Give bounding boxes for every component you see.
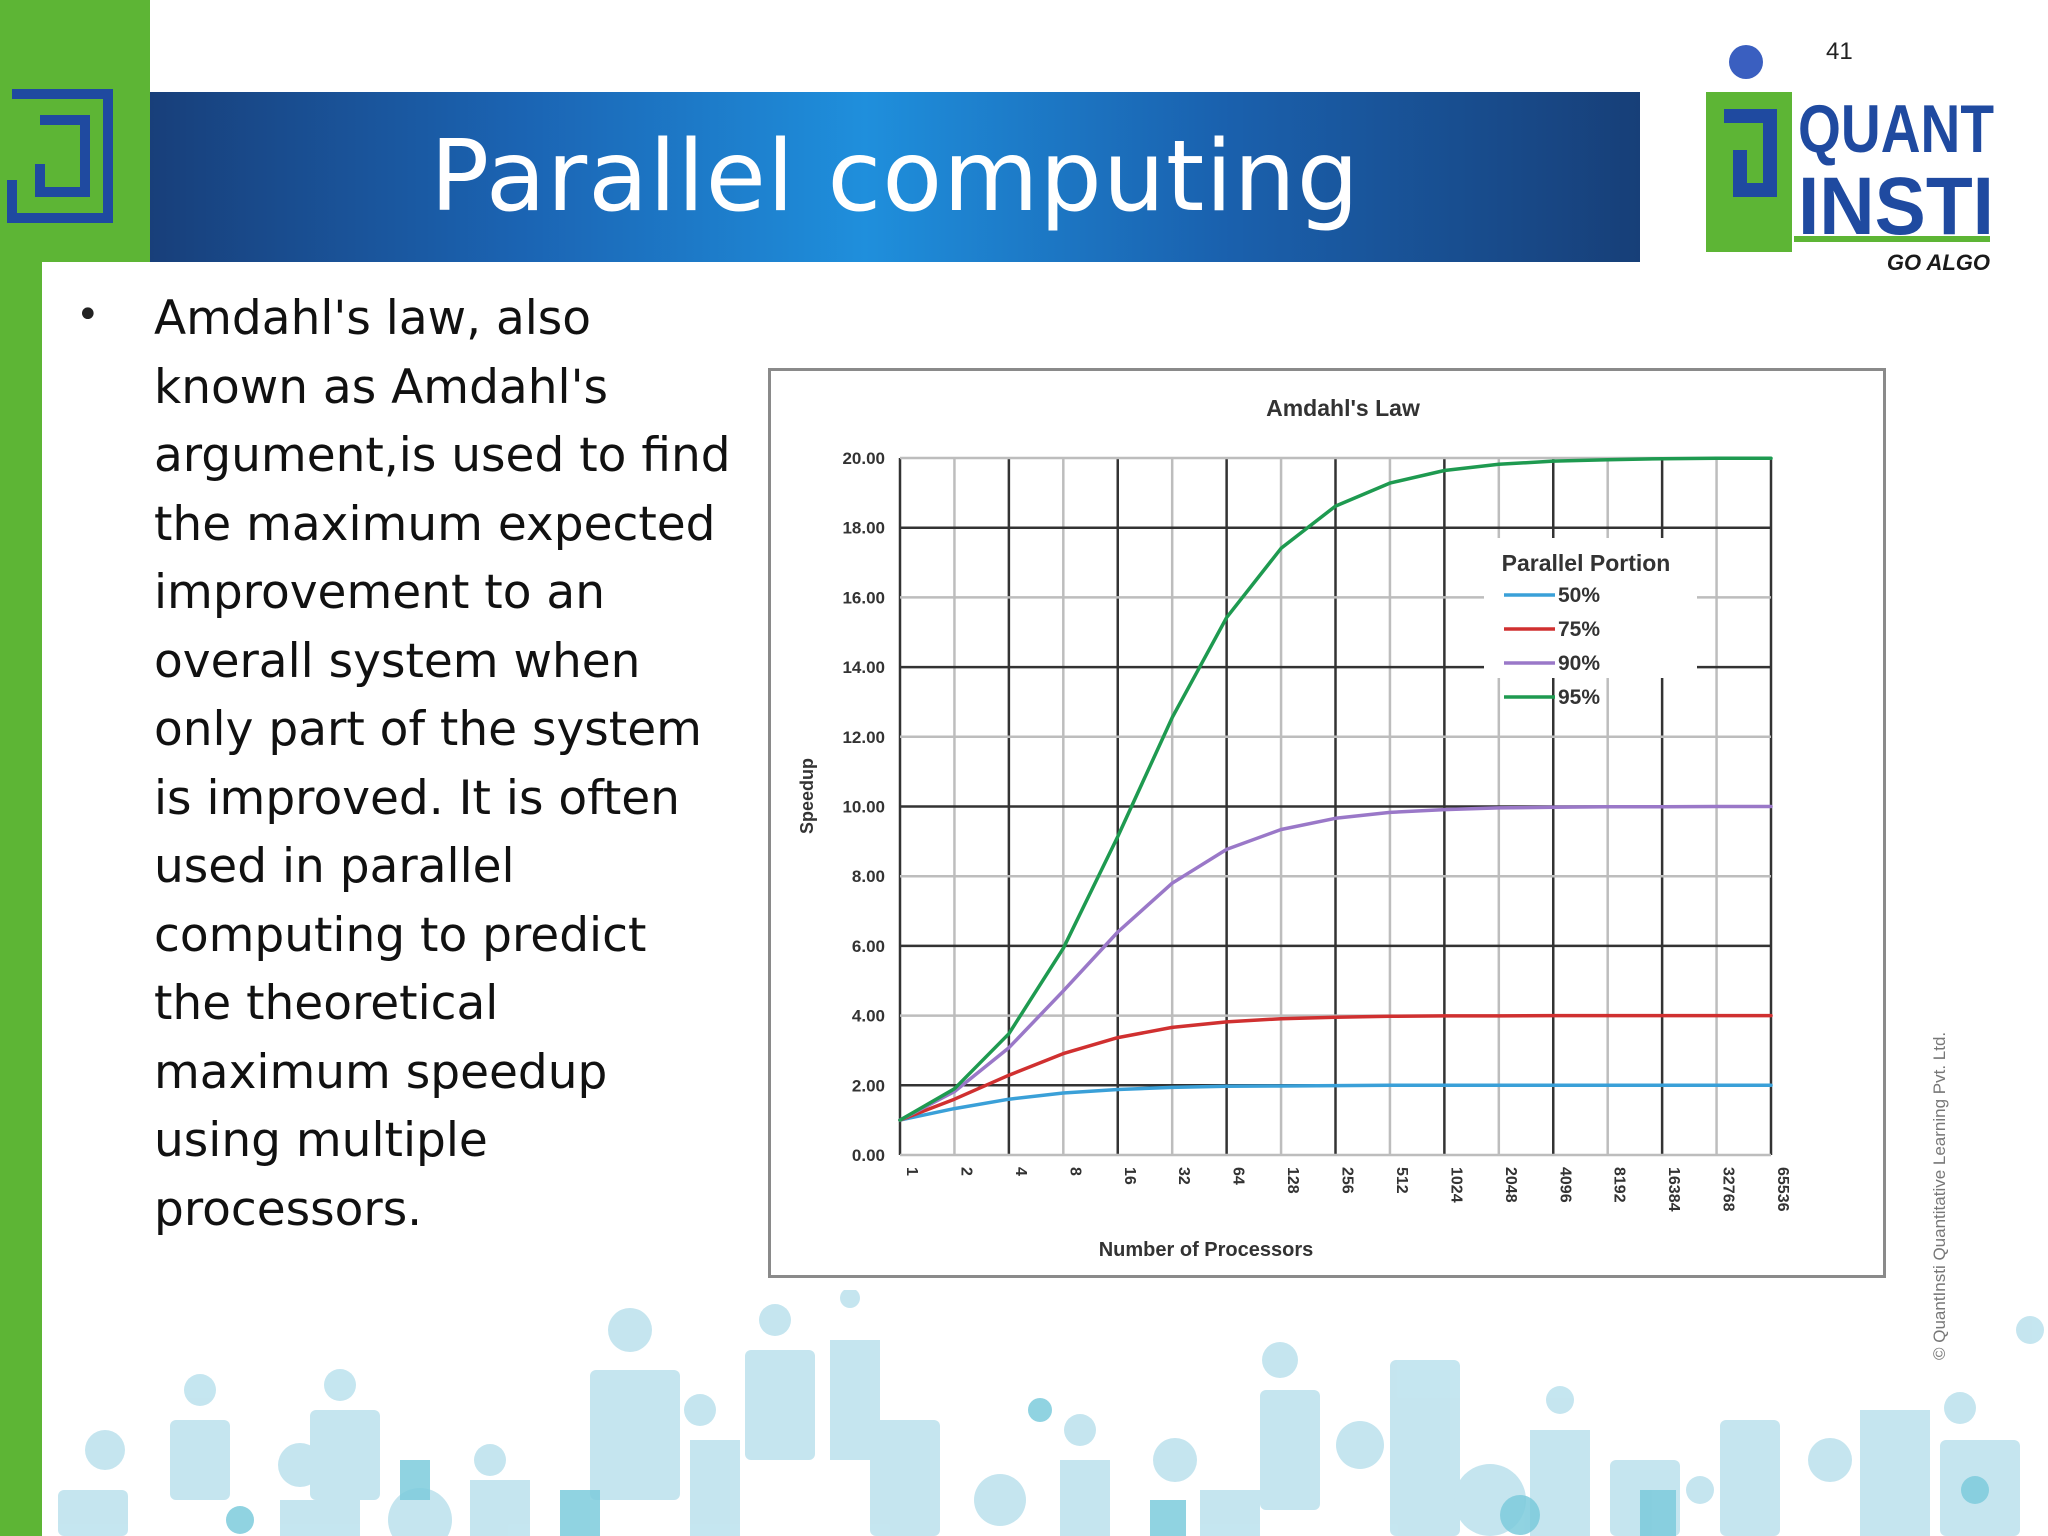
- y-tick-label: 6.00: [852, 937, 885, 956]
- y-tick-label: 10.00: [842, 798, 885, 817]
- x-tick-label: 512: [1393, 1167, 1410, 1194]
- x-tick-label: 2048: [1502, 1167, 1519, 1203]
- x-tick-label: 16: [1121, 1167, 1138, 1185]
- amdahl-chart: 1 2 4 8 16 32 64 128 256 512 1024 2048 4096 8192 16384…: [797, 395, 1791, 1261]
- series-line-50pct: [898, 1083, 1773, 1122]
- bullet-text: Amdahl's law, also known as Amdahl's arg…: [154, 291, 731, 1237]
- y-tick-label: 12.00: [842, 728, 885, 747]
- decorative-pattern: [58, 1290, 2044, 1536]
- chart-title: Amdahl's Law: [1266, 395, 1420, 421]
- legend-label: 95%: [1558, 686, 1600, 709]
- series-line-90pct: [898, 804, 1773, 1122]
- logo-line2: INSTI: [1798, 161, 1994, 252]
- x-tick-label: 128: [1284, 1167, 1301, 1194]
- x-tick-label: 2: [957, 1167, 974, 1176]
- x-tick-label: 65536: [1774, 1167, 1791, 1212]
- corner-square-icon: [7, 89, 113, 223]
- title-band: [150, 92, 1640, 262]
- legend-label: 50%: [1558, 584, 1600, 607]
- y-tick-label: 14.00: [842, 658, 885, 677]
- chart-ticks: 1 2 4 8 16 32 64 128 256 512 1024 2048 4096 8192 16384…: [842, 449, 1791, 1212]
- x-tick-label: 16384: [1665, 1167, 1682, 1212]
- legend-label: 75%: [1558, 618, 1600, 641]
- bullet-marker: •: [76, 292, 100, 338]
- x-tick-label: 4096: [1556, 1167, 1573, 1203]
- legend-label: 90%: [1558, 652, 1600, 675]
- y-tick-label: 2.00: [852, 1076, 885, 1095]
- x-tick-label: 64: [1230, 1167, 1247, 1185]
- slide-title: Parallel computing: [430, 120, 1360, 234]
- y-tick-label: 18.00: [842, 519, 885, 538]
- y-tick-label: 20.00: [842, 449, 885, 468]
- series-line-75pct: [898, 1013, 1773, 1122]
- corner-block: [0, 0, 150, 262]
- x-tick-label: 8192: [1611, 1167, 1628, 1203]
- x-tick-label: 32: [1175, 1167, 1192, 1185]
- x-tick-label: 32768: [1720, 1167, 1737, 1212]
- logo-tagline: GO ALGO: [1887, 250, 1990, 275]
- logo-line1: QUANT: [1798, 91, 1994, 167]
- x-tick-label: 256: [1339, 1167, 1356, 1194]
- legend-box: [1484, 538, 1697, 678]
- x-tick-label: 4: [1012, 1167, 1029, 1176]
- y-axis-label: Speedup: [797, 758, 817, 834]
- legend-title: Parallel Portion: [1502, 550, 1671, 576]
- slide-number: 41: [1826, 38, 1853, 65]
- y-tick-label: 16.00: [842, 588, 885, 607]
- chart-frame: 1 2 4 8 16 32 64 128 256 512 1024 2048 4096 8192 16384…: [768, 368, 1886, 1278]
- y-tick-label: 0.00: [852, 1146, 885, 1165]
- series-line-95pct: [898, 456, 1773, 1122]
- x-tick-label: 1: [903, 1167, 920, 1176]
- quantinsti-logo: QUANT INSTI GO ALGO: [1706, 45, 1994, 275]
- chart-legend: Parallel Portion 50% 75% 90% 95%: [1484, 538, 1697, 709]
- x-tick-label: 1024: [1447, 1167, 1464, 1203]
- y-tick-label: 4.00: [852, 1007, 885, 1026]
- chart-series: [898, 456, 1773, 1122]
- x-tick-label: 8: [1066, 1167, 1083, 1176]
- y-tick-label: 8.00: [852, 867, 885, 886]
- x-axis-label: Number of Processors: [1099, 1239, 1314, 1261]
